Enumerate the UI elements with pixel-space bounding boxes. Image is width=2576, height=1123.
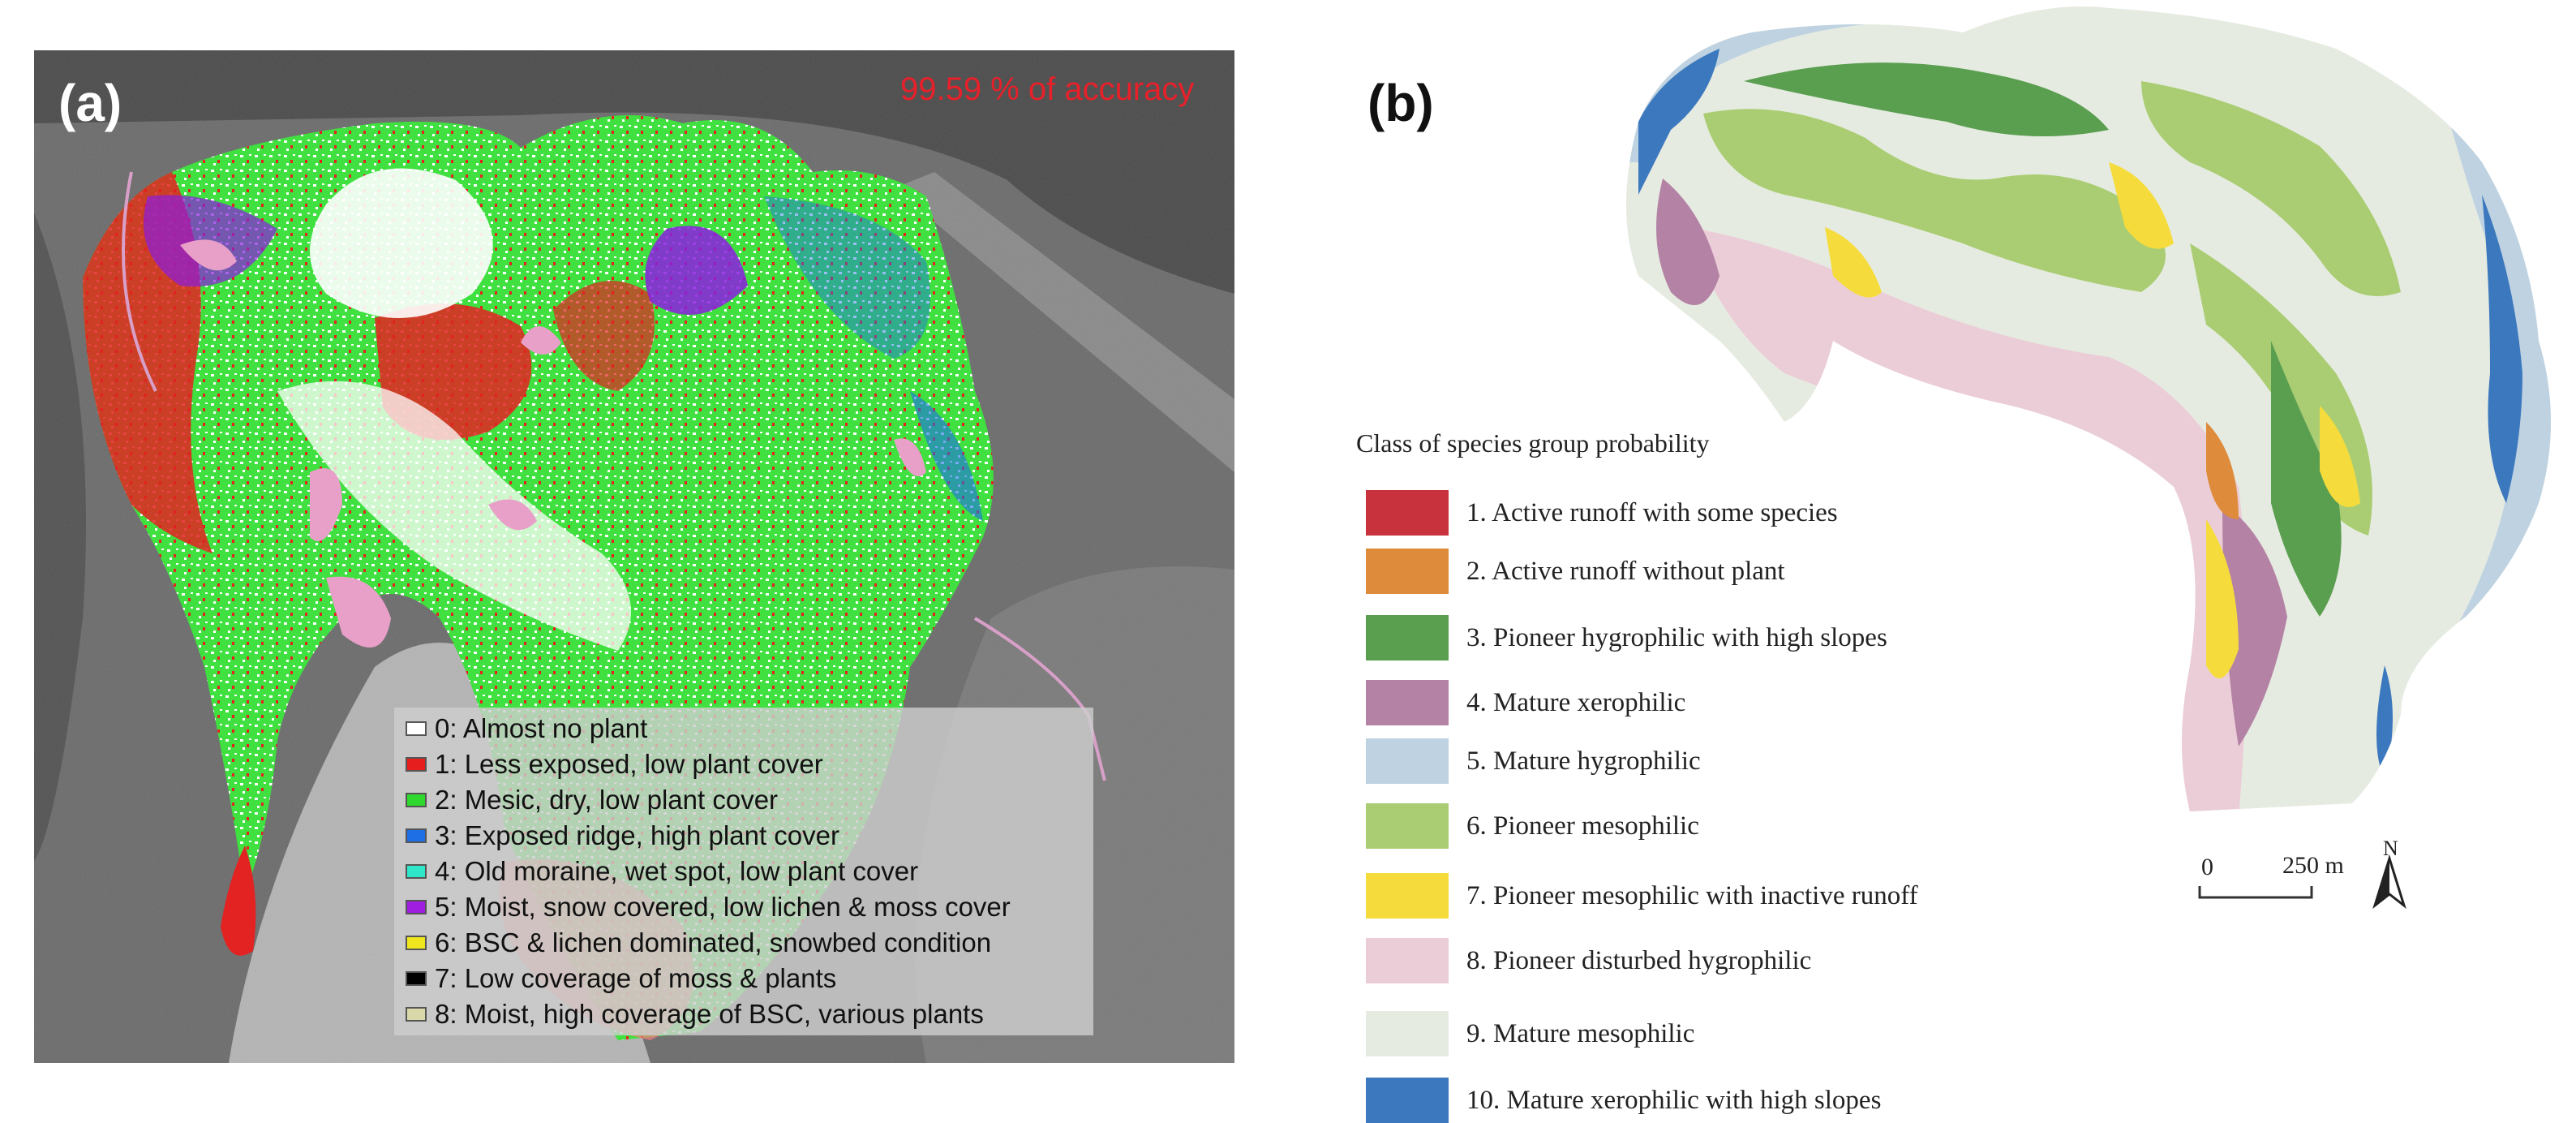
legend-swatch xyxy=(406,900,427,914)
legend-swatch xyxy=(1366,738,1449,784)
panel-b-label: (b) xyxy=(1367,74,1434,132)
legend-label: 6. Pioneer mesophilic xyxy=(1466,811,1699,841)
legend-b-item: 4. Mature xerophilic xyxy=(1366,680,1685,725)
legend-label: 5. Mature hygrophilic xyxy=(1466,746,1701,776)
legend-label: 1. Active runoff with some species xyxy=(1466,497,1838,527)
legend-label: 8. Pioneer disturbed hygrophilic xyxy=(1466,945,1812,975)
legend-swatch xyxy=(1366,938,1449,983)
legend-b-title: Class of species group probability xyxy=(1356,428,1710,458)
legend-label: 3. Pioneer hygrophilic with high slopes xyxy=(1466,622,1887,652)
legend-b-item: 2. Active runoff without plant xyxy=(1366,549,1785,594)
legend-b-item: 3. Pioneer hygrophilic with high slopes xyxy=(1366,615,1887,660)
legend-label: 2. Active runoff without plant xyxy=(1466,556,1785,586)
north-arrow-icon xyxy=(2372,854,2406,909)
accuracy-text: 99.59 % of accuracy xyxy=(900,71,1195,107)
legend-swatch xyxy=(406,757,427,772)
legend-swatch xyxy=(406,971,427,986)
legend-a-item: 8: Moist, high coverage of BSC, various … xyxy=(406,996,984,1032)
legend-a-item: 6: BSC & lichen dominated, snowbed condi… xyxy=(406,925,991,961)
legend-label: 2: Mesic, dry, low plant cover xyxy=(435,785,779,815)
legend-swatch xyxy=(1366,1011,1449,1056)
legend-swatch xyxy=(1366,873,1449,919)
legend-swatch xyxy=(1366,1078,1449,1123)
legend-label: 0: Almost no plant xyxy=(435,713,648,743)
legend-label: 3: Exposed ridge, high plant cover xyxy=(435,820,839,850)
panel-a-label: (a) xyxy=(58,74,122,132)
north-label: N xyxy=(2383,837,2398,860)
legend-swatch xyxy=(406,936,427,950)
legend-swatch xyxy=(1366,680,1449,725)
legend-b-item: 10. Mature xerophilic with high slopes xyxy=(1366,1078,1881,1123)
legend-label: 1: Less exposed, low plant cover xyxy=(435,749,823,779)
legend-a-item: 1: Less exposed, low plant cover xyxy=(406,747,823,782)
legend-label: 7. Pioneer mesophilic with inactive runo… xyxy=(1466,880,1918,910)
legend-label: 4: Old moraine, wet spot, low plant cove… xyxy=(435,856,919,886)
legend-label: 6: BSC & lichen dominated, snowbed condi… xyxy=(435,927,992,957)
scale-zero: 0 xyxy=(2201,854,2213,880)
legend-swatch xyxy=(406,721,427,736)
legend-b-item: 7. Pioneer mesophilic with inactive runo… xyxy=(1366,873,1918,919)
scale-bar: 0 250 m N xyxy=(2198,837,2406,909)
legend-swatch xyxy=(406,828,427,843)
legend-swatch xyxy=(1366,490,1449,536)
legend-swatch xyxy=(1366,803,1449,849)
legend-a-item: 0: Almost no plant xyxy=(406,711,647,747)
legend-a-item: 7: Low coverage of moss & plants xyxy=(406,961,836,996)
legend-swatch xyxy=(406,793,427,807)
legend-swatch xyxy=(406,864,427,879)
legend-swatch xyxy=(1366,615,1449,660)
panel-a-legend: 0: Almost no plant 1: Less exposed, low … xyxy=(394,708,1093,1035)
legend-label: 8: Moist, high coverage of BSC, various … xyxy=(435,999,984,1029)
legend-swatch xyxy=(1366,549,1449,594)
legend-a-item: 5: Moist, snow covered, low lichen & mos… xyxy=(406,889,1011,925)
legend-swatch xyxy=(406,1007,427,1022)
legend-b-item: 5. Mature hygrophilic xyxy=(1366,738,1701,784)
legend-b-item: 9. Mature mesophilic xyxy=(1366,1011,1694,1056)
legend-label: 5: Moist, snow covered, low lichen & mos… xyxy=(435,892,1011,922)
legend-b-item: 1. Active runoff with some species xyxy=(1366,490,1838,536)
legend-a-item: 2: Mesic, dry, low plant cover xyxy=(406,782,778,818)
legend-label: 10. Mature xerophilic with high slopes xyxy=(1466,1085,1882,1115)
legend-label: 9. Mature mesophilic xyxy=(1466,1018,1695,1048)
legend-a-item: 4: Old moraine, wet spot, low plant cove… xyxy=(406,854,918,889)
legend-label: 7: Low coverage of moss & plants xyxy=(435,963,837,993)
legend-label: 4. Mature xerophilic xyxy=(1466,687,1686,717)
legend-b-item: 8. Pioneer disturbed hygrophilic xyxy=(1366,938,1811,983)
scale-distance: 250 m xyxy=(2282,852,2344,879)
legend-a-item: 3: Exposed ridge, high plant cover xyxy=(406,818,839,854)
legend-b-item: 6. Pioneer mesophilic xyxy=(1366,803,1699,849)
